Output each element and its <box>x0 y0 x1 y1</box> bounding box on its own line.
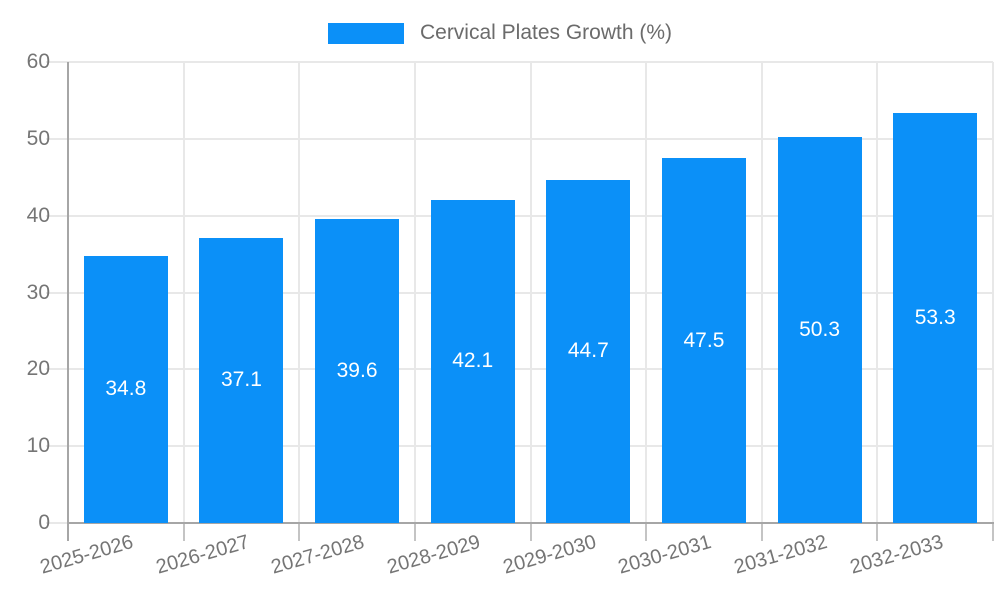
gridline-x <box>992 62 994 523</box>
bar-value-label: 44.7 <box>567 339 609 363</box>
y-tick-mark <box>46 61 68 63</box>
x-tick-label: 2029-2030 <box>500 531 599 579</box>
x-tick-label: 2027-2028 <box>269 531 368 579</box>
x-tick-label: 2028-2029 <box>384 531 483 579</box>
bar[interactable]: 42.1 <box>430 199 515 523</box>
x-axis-line <box>67 522 994 524</box>
y-tick-label: 50 <box>26 126 50 150</box>
legend-label: Cervical Plates Growth (%) <box>419 21 673 44</box>
bar-value-label: 47.5 <box>683 328 725 352</box>
y-tick-label: 20 <box>26 357 50 381</box>
x-tick-label: 2030-2031 <box>615 531 715 579</box>
x-tick-mark <box>876 523 879 541</box>
bar-value-label: 37.1 <box>221 368 262 392</box>
y-tick-label: 30 <box>26 280 50 304</box>
bar-value-label: 39.6 <box>336 358 378 382</box>
y-tick-label: 40 <box>26 203 50 227</box>
gridline-x <box>529 62 532 523</box>
y-tick-mark <box>46 214 68 217</box>
x-tick-mark <box>413 523 416 541</box>
bar[interactable]: 50.3 <box>777 136 862 523</box>
legend[interactable]: Cervical Plates Growth (%) <box>0 20 1000 46</box>
x-tick-mark <box>760 523 763 541</box>
legend-swatch-icon <box>327 22 404 44</box>
bar-value-label: 53.3 <box>914 306 956 330</box>
x-tick-label: 2032-2033 <box>847 531 946 579</box>
y-tick-label: 0 <box>38 511 50 534</box>
bar-value-label: 34.8 <box>105 377 147 401</box>
y-tick-mark <box>46 445 68 448</box>
x-tick-mark <box>992 523 994 541</box>
gridline-x <box>298 62 301 523</box>
x-tick-mark <box>645 523 648 541</box>
x-tick-label: 2025-2026 <box>37 531 136 579</box>
y-tick-label: 60 <box>26 50 50 73</box>
y-tick-mark <box>46 291 68 294</box>
bar-value-label: 50.3 <box>799 317 840 341</box>
bar[interactable]: 37.1 <box>199 237 284 523</box>
x-tick-mark <box>529 523 532 541</box>
bar[interactable]: 39.6 <box>315 218 400 523</box>
bar-value-label: 42.1 <box>452 349 494 373</box>
bar[interactable]: 53.3 <box>893 113 978 523</box>
x-tick-mark <box>298 523 301 541</box>
y-tick-mark <box>46 137 68 140</box>
bar[interactable]: 44.7 <box>546 179 631 523</box>
y-axis-line <box>67 62 69 541</box>
gridline-x <box>760 62 763 523</box>
y-tick-mark <box>46 522 68 524</box>
gridline-x <box>413 62 416 523</box>
gridline-x <box>876 62 879 523</box>
y-tick-label: 10 <box>26 434 50 458</box>
x-tick-mark <box>182 523 185 541</box>
x-tick-label: 2031-2032 <box>731 531 830 579</box>
gridline-x <box>645 62 648 523</box>
y-tick-mark <box>46 368 68 371</box>
gridline-x <box>182 62 185 523</box>
bar[interactable]: 34.8 <box>83 255 168 523</box>
bar[interactable]: 47.5 <box>661 158 746 523</box>
x-tick-label: 2026-2027 <box>153 531 252 579</box>
